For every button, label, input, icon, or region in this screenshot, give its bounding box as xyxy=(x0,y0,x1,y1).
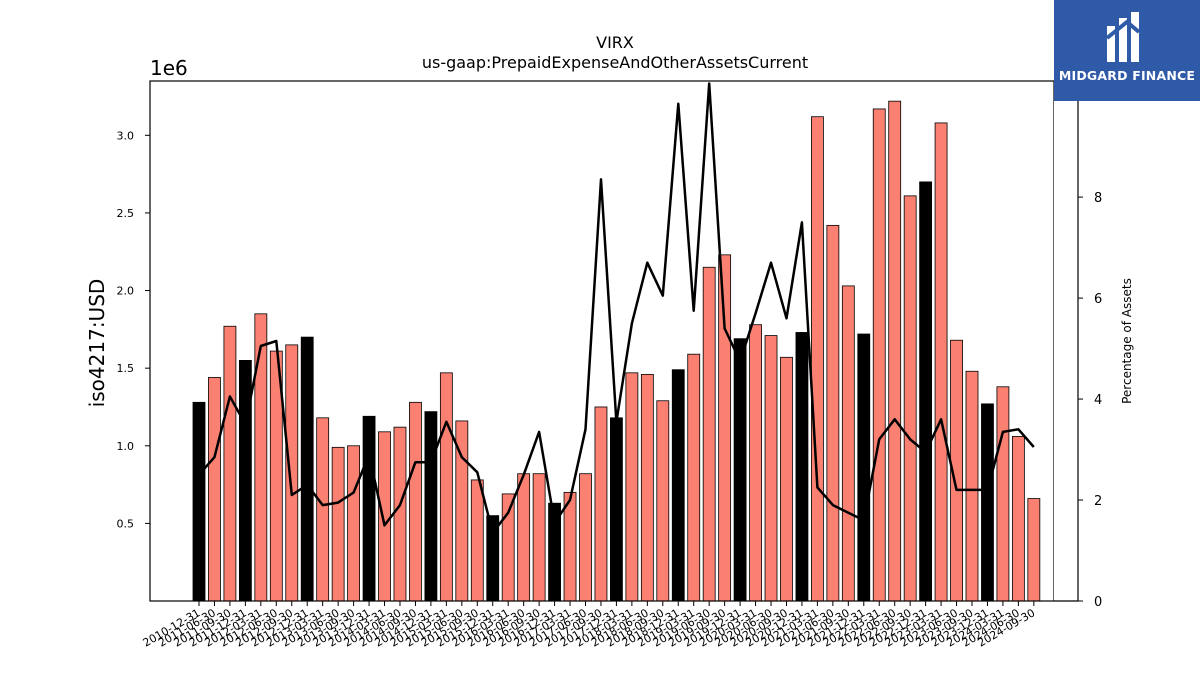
y-tick-label: 0.5 xyxy=(117,517,135,530)
bar xyxy=(780,356,793,602)
chart: VIRX us-gaap:PrepaidExpenseAndOtherAsset… xyxy=(85,33,1054,650)
bar xyxy=(331,446,345,602)
brand-name: MIDGARD FINANCE xyxy=(1058,68,1196,83)
y-tick-label: 2.5 xyxy=(117,207,135,220)
bar xyxy=(424,411,438,602)
y2-tick-label: 2 xyxy=(1094,494,1102,509)
bar xyxy=(579,473,592,602)
y-axis-label: iso4217:USD xyxy=(85,279,109,408)
y2-tick-label: 0 xyxy=(1094,595,1102,610)
bar xyxy=(996,386,1010,602)
bar xyxy=(795,332,809,602)
bar xyxy=(888,100,902,602)
bar xyxy=(285,344,299,602)
y-tick-label: 3.0 xyxy=(117,129,135,142)
y2-tick-label: 8 xyxy=(1094,191,1102,206)
y-axis-exponent: 1e6 xyxy=(150,56,188,80)
bar xyxy=(625,372,639,602)
bar xyxy=(919,181,933,602)
bar xyxy=(640,373,654,602)
bar xyxy=(517,473,531,602)
bar xyxy=(223,325,237,602)
bars-group xyxy=(192,100,1041,602)
bar xyxy=(826,224,840,602)
bar xyxy=(378,431,391,602)
bar xyxy=(764,335,778,602)
bar xyxy=(208,377,221,602)
right-axis-group: 0246810 xyxy=(1054,80,1111,610)
y2-axis-title: Percentage of Assets xyxy=(1120,278,1134,404)
bar xyxy=(409,401,422,602)
y-tick-label: 1.5 xyxy=(117,362,135,375)
bar xyxy=(439,372,453,602)
bar xyxy=(362,415,376,602)
percentage-line xyxy=(198,82,1035,535)
bar xyxy=(934,122,948,602)
bar xyxy=(1027,498,1041,602)
bar xyxy=(857,333,871,602)
bar xyxy=(347,445,361,602)
brand-mark-icon xyxy=(1105,12,1141,62)
y2-tick-label: 4 xyxy=(1094,393,1102,408)
bar xyxy=(981,403,994,602)
bar xyxy=(316,417,330,602)
y-tick-label: 1.0 xyxy=(117,440,135,453)
bar xyxy=(1011,436,1025,602)
bar xyxy=(811,116,824,602)
brand-logo: MIDGARD FINANCE xyxy=(1054,0,1200,101)
line-group xyxy=(198,82,1035,535)
bar xyxy=(872,108,886,602)
bar xyxy=(656,400,670,602)
bar xyxy=(192,401,206,602)
bar xyxy=(718,254,732,602)
y-tick-label: 2.0 xyxy=(117,285,135,298)
bar xyxy=(841,285,855,602)
bar xyxy=(733,338,747,602)
bar xyxy=(702,266,716,602)
chart-title: VIRX xyxy=(596,33,634,52)
bar xyxy=(671,369,685,602)
bar xyxy=(532,473,546,602)
bar xyxy=(393,426,407,602)
bar xyxy=(238,360,252,602)
bar xyxy=(749,324,762,602)
bar xyxy=(610,417,623,602)
bar xyxy=(470,479,484,602)
bar xyxy=(903,195,917,602)
plot-frame xyxy=(149,80,1054,602)
chart-subtitle: us-gaap:PrepaidExpenseAndOtherAssetsCurr… xyxy=(422,53,808,72)
bar xyxy=(563,491,577,602)
bar xyxy=(300,336,314,602)
bar xyxy=(687,353,701,602)
bar xyxy=(965,370,979,602)
bar xyxy=(254,313,268,602)
y2-tick-label: 6 xyxy=(1094,292,1102,307)
bar xyxy=(594,406,608,602)
